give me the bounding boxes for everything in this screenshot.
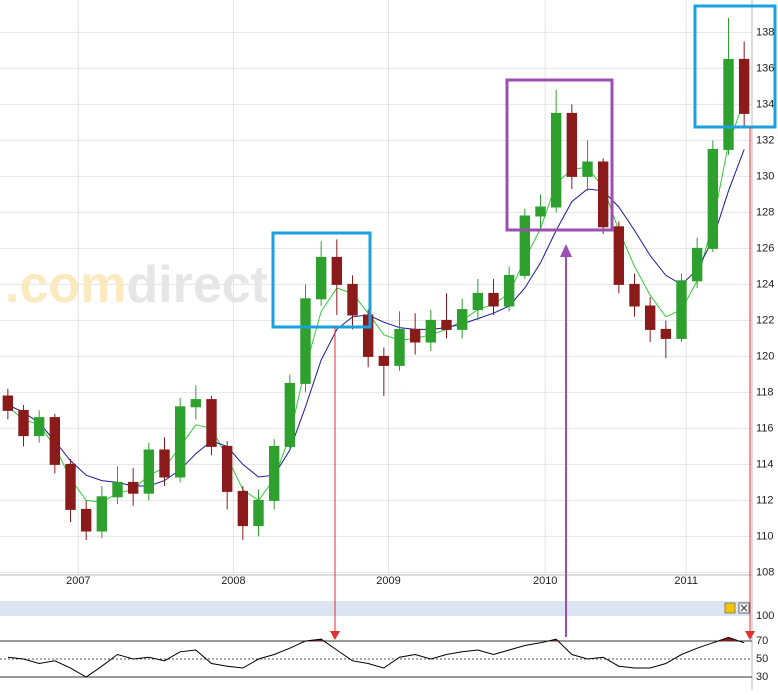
arrow-head	[330, 631, 340, 640]
candle-body	[190, 399, 202, 408]
y-tick-label: 114	[756, 458, 774, 470]
candle-body	[65, 463, 76, 510]
candle-body	[456, 309, 468, 330]
y-tick-label: 128	[756, 206, 774, 218]
y-tick-label: 132	[756, 134, 774, 146]
candle-body	[723, 58, 734, 150]
highlight-box	[693, 4, 777, 129]
y-tick-label: 138	[756, 26, 774, 38]
candle-body	[535, 206, 546, 217]
candle-body	[268, 445, 280, 501]
y-tick-label: 108	[756, 566, 774, 578]
candle-body	[582, 161, 593, 177]
close-icon-cross	[740, 604, 748, 612]
y-tick-label: 70	[756, 635, 768, 647]
separator-bar	[0, 601, 752, 616]
candle-body	[300, 298, 311, 384]
candle-body	[472, 292, 484, 311]
candle-body	[331, 256, 343, 285]
candle-body	[613, 226, 625, 285]
candle-body	[112, 481, 123, 498]
candle-body	[174, 406, 186, 478]
y-tick-label: 116	[756, 422, 774, 434]
y-tick-label: 112	[756, 494, 774, 506]
arrow-head	[560, 244, 572, 257]
grid	[0, 0, 752, 575]
candle-body	[159, 449, 170, 478]
panel-icon[interactable]	[724, 602, 736, 614]
candle-body	[221, 445, 233, 492]
candle-body	[80, 508, 92, 532]
candle-body	[566, 112, 578, 177]
y-tick-label: 134	[756, 98, 774, 110]
x-tick-label: 2011	[674, 575, 698, 587]
candle-body	[378, 355, 390, 366]
candle-body	[409, 328, 421, 343]
candle-body	[206, 399, 217, 447]
watermark-suffix: direct	[126, 256, 268, 314]
y-tick-label: 30	[756, 671, 768, 683]
candle-body	[503, 274, 515, 307]
candle-body	[691, 247, 703, 282]
candle-body	[676, 280, 687, 339]
candle-body	[2, 395, 14, 411]
y-tick-label: 130	[756, 170, 774, 182]
candle-body	[315, 256, 327, 300]
candle-body	[96, 496, 108, 532]
rsi-panel: 30 50 70	[0, 635, 768, 683]
candle-body	[362, 314, 374, 357]
candle-body	[127, 481, 139, 494]
candle-body	[550, 112, 562, 208]
candle-body	[519, 215, 531, 276]
candle-body	[237, 490, 249, 527]
arrows	[330, 127, 755, 640]
candle-body	[660, 328, 672, 339]
y-tick-label: 120	[756, 350, 774, 362]
candle-body	[597, 161, 609, 228]
y-tick-label: 118	[756, 386, 774, 398]
candle-body	[33, 417, 45, 437]
x-tick-label: 2009	[376, 575, 400, 587]
rsi-line	[7, 636, 745, 678]
candle-body	[488, 292, 499, 307]
y-tick-label: 122	[756, 314, 774, 326]
candle-body	[441, 319, 452, 330]
candle-body	[707, 148, 719, 249]
x-tick-label: 2007	[66, 575, 90, 587]
y-tick-label: 126	[756, 242, 774, 254]
arrow-head	[745, 631, 755, 640]
x-tick-label: 2010	[533, 575, 557, 587]
watermark-prefix: .com	[5, 256, 126, 314]
watermark: .comdirect	[5, 256, 268, 314]
highlight-box	[271, 231, 372, 329]
plot	[2, 18, 750, 540]
candle-body	[629, 283, 640, 307]
y-tick-label: 124	[756, 278, 774, 290]
y-tick-label: 110	[756, 530, 774, 542]
highlight-box	[505, 78, 614, 232]
candle-body	[738, 58, 750, 114]
candle-body	[18, 409, 29, 437]
candle-body	[644, 305, 656, 330]
y-tick-label: 136	[756, 62, 774, 74]
candle-body	[253, 499, 264, 527]
candle-body	[284, 382, 296, 447]
separator-label: 100	[756, 610, 774, 622]
candle-body	[143, 449, 155, 494]
candle-body	[394, 328, 405, 366]
candle-body	[49, 417, 61, 465]
candle-body	[425, 319, 437, 343]
annotations	[271, 4, 777, 329]
y-tick-label: 50	[756, 653, 768, 665]
candle-body	[347, 283, 358, 316]
x-tick-label: 2008	[221, 575, 245, 587]
